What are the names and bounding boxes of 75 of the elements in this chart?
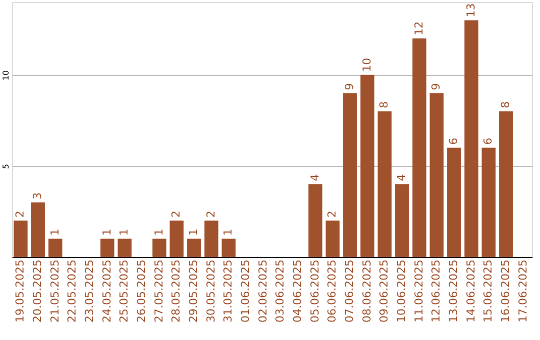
- data-label: 1: [222, 228, 235, 236]
- bar: [31, 202, 45, 257]
- data-label: 4: [395, 174, 408, 182]
- x-tick-label: 04.06.2025: [291, 260, 304, 322]
- x-tick-label: 12.06.2025: [430, 260, 443, 322]
- bar: [326, 220, 340, 257]
- data-label: 10: [360, 58, 374, 72]
- x-tick-label: 26.05.2025: [135, 260, 148, 322]
- x-tick-label: 16.06.2025: [499, 260, 512, 322]
- data-label: 2: [14, 210, 27, 218]
- bar: [308, 184, 322, 257]
- x-tick-label: 23.05.2025: [83, 260, 96, 322]
- data-label: 9: [343, 83, 356, 90]
- x-tick-label: 06.06.2025: [326, 260, 339, 322]
- x-tick-label: 29.05.2025: [187, 260, 200, 322]
- data-label: 6: [447, 138, 460, 145]
- x-tick-label: 02.06.2025: [256, 260, 270, 322]
- bar: [412, 38, 426, 257]
- x-tick-label: 11.06.2025: [412, 260, 426, 322]
- bar: [360, 74, 374, 257]
- bar: [187, 238, 201, 257]
- y-tick-label: 5: [2, 164, 10, 169]
- x-tick-label: 25.05.2025: [118, 260, 131, 322]
- x-tick-label: 03.06.2025: [274, 260, 287, 322]
- data-label: 8: [378, 101, 391, 108]
- data-label: 1: [100, 228, 114, 236]
- x-tick-label: 13.06.2025: [447, 260, 460, 322]
- x-tick-label: 09.06.2025: [378, 260, 391, 322]
- x-tick-label: 24.05.2025: [100, 260, 114, 322]
- bar: [222, 238, 236, 257]
- x-tick-label: 01.06.2025: [239, 260, 252, 322]
- bar: [343, 93, 357, 257]
- data-label: 12: [412, 21, 426, 36]
- bar: [464, 20, 478, 257]
- data-label: 8: [499, 101, 512, 108]
- data-label: 1: [118, 228, 131, 236]
- data-label: 13: [464, 3, 478, 18]
- data-label: 4: [308, 174, 322, 182]
- bar: [170, 220, 184, 257]
- x-tick-label: 17.06.2025: [516, 260, 530, 322]
- x-tick-label: 28.05.2025: [170, 260, 183, 322]
- data-label: 6: [482, 138, 495, 145]
- data-label: 2: [170, 210, 183, 218]
- bar: [447, 148, 461, 257]
- data-label: 2: [204, 210, 218, 218]
- bar: [204, 220, 218, 257]
- x-tick-label: 21.05.2025: [48, 260, 62, 322]
- x-tick-label: 10.06.2025: [395, 260, 408, 322]
- x-tick-label: 20.05.2025: [31, 260, 44, 322]
- bar: [395, 184, 409, 257]
- data-label: 9: [430, 83, 443, 90]
- x-tick-label: 27.05.2025: [152, 260, 166, 322]
- x-tick-label: 15.06.2025: [482, 260, 495, 322]
- x-tick-label: 31.05.2025: [222, 260, 235, 322]
- x-tick-label: 19.05.2025: [14, 260, 27, 322]
- data-label: 1: [48, 228, 62, 236]
- bar: [378, 111, 392, 257]
- x-tick-label: 08.06.2025: [360, 260, 374, 322]
- bar: [118, 238, 132, 257]
- data-label: 2: [326, 210, 339, 218]
- x-tick-label: 22.05.2025: [66, 260, 79, 322]
- bar: [430, 93, 444, 257]
- bar: [14, 220, 28, 257]
- bar: [499, 111, 513, 257]
- data-label: 1: [187, 228, 200, 236]
- data-label: 3: [31, 192, 44, 200]
- x-tick-label: 05.06.2025: [308, 260, 322, 322]
- bar: [48, 238, 62, 257]
- data-label: 1: [152, 228, 166, 236]
- bar: [152, 238, 166, 257]
- bar: [482, 148, 496, 257]
- bar: [100, 238, 114, 257]
- x-tick-label: 30.05.2025: [204, 260, 218, 322]
- x-tick-label: 07.06.2025: [343, 260, 356, 322]
- x-tick-label: 14.06.2025: [464, 260, 478, 322]
